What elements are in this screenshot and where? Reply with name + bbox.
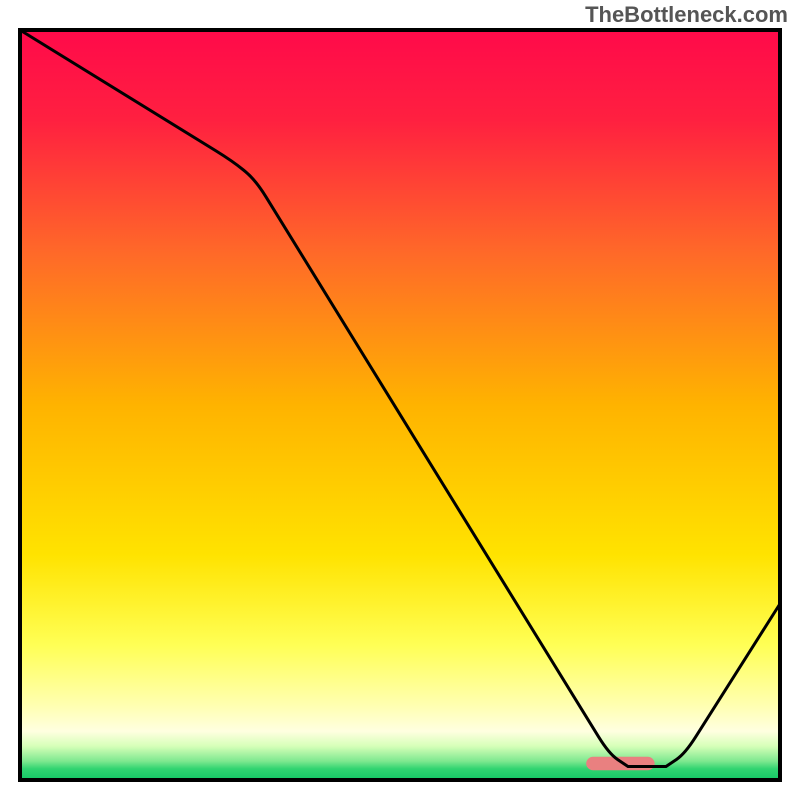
optimum-marker <box>586 757 654 771</box>
bottleneck-chart <box>0 0 800 800</box>
watermark-text: TheBottleneck.com <box>585 2 788 28</box>
chart-container: TheBottleneck.com <box>0 0 800 800</box>
plot-background <box>20 30 780 780</box>
